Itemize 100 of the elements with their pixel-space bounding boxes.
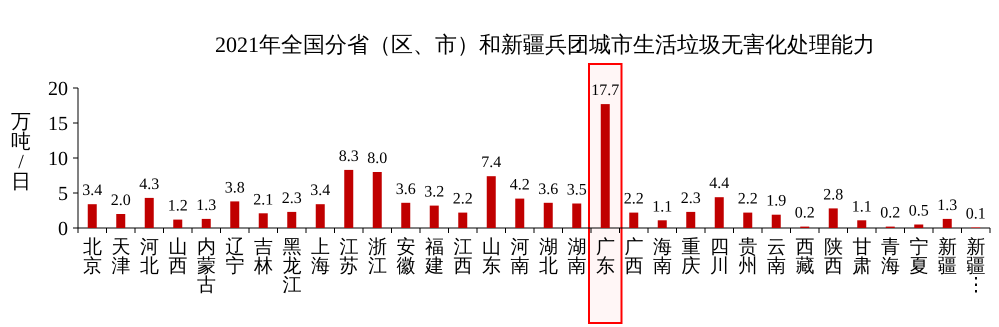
bar xyxy=(116,214,126,228)
data-label: 2.2 xyxy=(738,190,758,208)
bar xyxy=(458,212,468,228)
x-tick-label: 甘肃 xyxy=(852,237,872,277)
data-label: 4.2 xyxy=(510,176,530,194)
y-tick-label: 10 xyxy=(48,148,68,170)
data-label: 1.1 xyxy=(652,198,672,216)
x-tick-label: 江西 xyxy=(453,237,472,277)
bar xyxy=(857,220,866,228)
data-label: 4.4 xyxy=(709,175,730,192)
bar xyxy=(743,212,752,228)
bar xyxy=(430,206,439,228)
x-tick-label: 安徽 xyxy=(396,236,416,277)
x-tick-label: 宁夏 xyxy=(909,236,928,277)
x-tick-label: 云南 xyxy=(766,237,786,277)
bar xyxy=(828,208,838,228)
x-tick-label: 山东 xyxy=(482,237,501,277)
data-label: 1.3 xyxy=(196,196,216,214)
bar xyxy=(658,220,667,228)
y-tick-label: 20 xyxy=(48,78,68,100)
x-tick-label: 广东 xyxy=(596,236,615,277)
x-tick-label: 北京 xyxy=(82,237,102,277)
data-label: 1.3 xyxy=(937,196,958,214)
data-label: 0.2 xyxy=(880,204,900,222)
data-label: 1.9 xyxy=(766,192,786,210)
bar xyxy=(144,198,154,228)
x-tick-label: 吉林 xyxy=(252,237,273,277)
bar xyxy=(230,201,240,228)
data-label: 3.5 xyxy=(566,182,587,198)
bar xyxy=(88,204,97,228)
bar xyxy=(401,202,410,228)
data-label: 3.4 xyxy=(82,182,102,200)
data-label: 1.2 xyxy=(168,198,188,215)
bar xyxy=(544,202,553,228)
bar xyxy=(344,170,354,228)
data-label: 3.2 xyxy=(424,184,444,201)
y-tick-label: 0 xyxy=(58,218,68,240)
x-tick-label: 西藏 xyxy=(795,237,814,277)
data-label: 3.6 xyxy=(396,180,416,198)
data-label: 2.3 xyxy=(680,190,701,207)
x-tick-label: 天津 xyxy=(111,237,130,277)
bar xyxy=(600,104,610,228)
data-label: 0.5 xyxy=(908,202,929,220)
x-tick-label: 辽宁 xyxy=(225,237,244,277)
data-label: 8.0 xyxy=(367,150,388,167)
bar xyxy=(572,204,582,228)
x-tick-label: 陕西 xyxy=(824,237,843,277)
x-tick-label: 重庆 xyxy=(681,237,700,277)
x-tick-label: 四川 xyxy=(710,237,729,277)
data-label: 3.6 xyxy=(538,180,558,198)
x-tick-label: 河南 xyxy=(510,237,530,277)
x-tick-label: 湖北 xyxy=(538,237,558,277)
x-tick-label: 海南 xyxy=(652,237,672,277)
data-label: 2.2 xyxy=(452,190,473,208)
x-tick-label: 贵州 xyxy=(738,237,758,277)
data-label: 2.3 xyxy=(282,190,302,207)
bar xyxy=(914,224,924,228)
x-tick-label: 黑龙江 xyxy=(282,237,302,296)
bar xyxy=(202,218,211,228)
bar xyxy=(258,213,268,228)
bar xyxy=(942,218,952,228)
data-label: 4.3 xyxy=(139,176,160,193)
x-tick-label: 山西 xyxy=(168,237,188,277)
x-tick-label: 江苏 xyxy=(339,237,358,277)
x-tick-label: 新疆⋮ xyxy=(966,236,986,296)
data-label: 2.1 xyxy=(253,191,274,208)
x-tick-label: 福建 xyxy=(424,237,444,277)
data-label: 7.4 xyxy=(481,154,502,172)
x-tick-label: 河北 xyxy=(140,237,159,277)
data-label: 2.2 xyxy=(624,190,644,208)
chart-title: 2021年全国分省（区、市）和新疆兵团城市生活垃圾无害化处理能力 xyxy=(215,32,875,57)
bar xyxy=(287,212,296,228)
data-label: 3.4 xyxy=(310,182,330,200)
bar xyxy=(686,212,696,228)
y-axis-title: 万吨/日 xyxy=(11,111,31,193)
data-label: 0.1 xyxy=(966,205,986,222)
data-label: 2.0 xyxy=(110,192,131,209)
data-label: 17.7 xyxy=(591,82,620,100)
x-tick-label: 湖南 xyxy=(567,237,586,277)
y-tick-label: 15 xyxy=(48,113,68,135)
bar xyxy=(316,204,325,228)
x-tick-label: 内蒙古 xyxy=(196,237,216,296)
bar xyxy=(486,176,496,228)
bar xyxy=(173,220,182,228)
x-tick-label: 青海 xyxy=(880,237,900,277)
x-tick-label: 浙江 xyxy=(368,237,387,277)
x-tick-label: 广西 xyxy=(624,236,644,277)
bar xyxy=(629,212,638,228)
bar xyxy=(515,198,524,228)
y-tick-label: 5 xyxy=(58,183,68,205)
x-tick-label: 新疆 xyxy=(938,236,957,277)
bar xyxy=(772,214,781,228)
data-label: 2.8 xyxy=(823,186,844,204)
bar xyxy=(714,197,724,228)
x-tick-label: 上海 xyxy=(310,237,330,277)
data-label: 3.8 xyxy=(224,179,245,196)
bar xyxy=(372,172,382,228)
data-label: 8.3 xyxy=(338,148,359,165)
data-label: 1.1 xyxy=(852,198,872,216)
data-label: 0.2 xyxy=(794,204,815,222)
